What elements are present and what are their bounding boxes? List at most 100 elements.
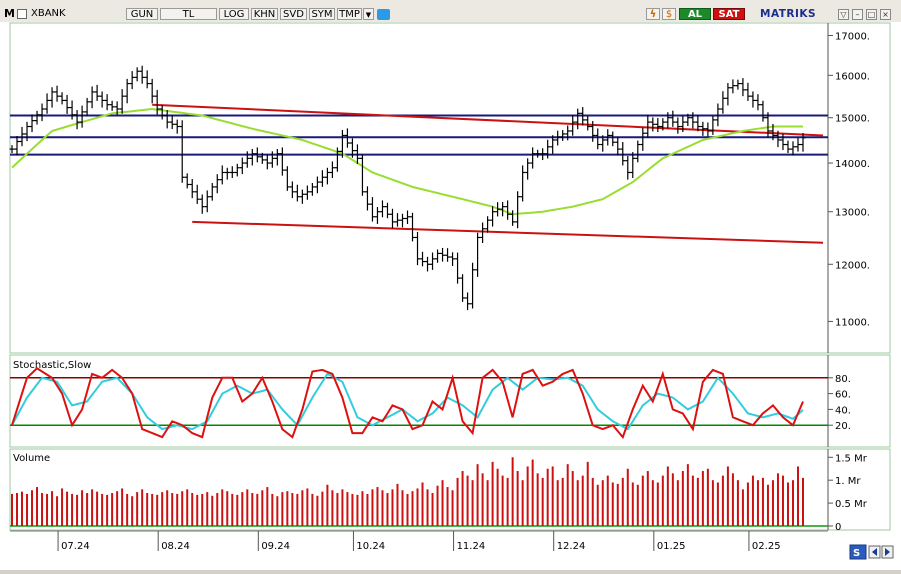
volume-bar (531, 459, 534, 526)
volume-bar (591, 477, 594, 526)
minimize-icon[interactable]: – (852, 9, 863, 20)
price-bar (585, 115, 591, 131)
mode-indicator[interactable]: M (4, 7, 15, 20)
stochastic-levels (10, 377, 828, 426)
volume-bar (231, 493, 234, 526)
currency-button[interactable]: TL (160, 8, 217, 20)
volume-bar (366, 493, 369, 526)
price-bar (515, 191, 521, 229)
price-bars (9, 65, 806, 311)
price-bar (204, 190, 210, 213)
volume-bar (776, 473, 779, 526)
chart-area[interactable]: 17000. 16000. 15000. 14000. 13000. 12000. 1100… (0, 22, 901, 570)
price-bar (645, 115, 651, 138)
price-bar (595, 128, 601, 150)
price-bar (440, 247, 446, 262)
volume-bar (31, 490, 34, 526)
khn-button[interactable]: KHN (251, 8, 278, 20)
volume-bar (526, 466, 529, 526)
volume-bar (226, 491, 229, 526)
twitter-icon[interactable] (377, 9, 390, 20)
price-bar (705, 122, 711, 137)
price-bar (129, 71, 135, 90)
volume-bar (341, 489, 344, 526)
price-bar (354, 144, 360, 164)
price-bar (209, 182, 215, 201)
volume-bar (681, 471, 684, 526)
volume-bar (741, 489, 744, 526)
price-bar (159, 105, 165, 120)
price-bar (610, 131, 616, 147)
symbol-label[interactable]: XBANK (31, 8, 66, 19)
log-scale-button[interactable]: LOG (219, 8, 249, 20)
price-bar (505, 200, 511, 220)
moving-average-line (11, 107, 803, 216)
volume-bar (81, 490, 84, 526)
volume-bar (16, 493, 19, 526)
period-button[interactable]: GUN (126, 8, 158, 20)
close-icon[interactable]: × (880, 9, 891, 20)
price-bar (359, 154, 365, 196)
volume-bar (346, 492, 349, 526)
volume-bar (86, 493, 89, 526)
volume-bar (411, 491, 414, 526)
date-tick-label: 11.24 (457, 541, 486, 552)
volume-bar (661, 475, 664, 526)
price-bar (730, 79, 736, 94)
price-bar (344, 128, 350, 148)
price-bar (410, 212, 416, 242)
price-bar (139, 65, 145, 84)
volume-bar (621, 477, 624, 526)
window-menu-icon[interactable]: ▽ (838, 9, 849, 20)
sell-button[interactable]: SAT (713, 8, 745, 20)
price-bar (720, 91, 726, 114)
volume-bar (676, 480, 679, 526)
price-tick-label: 12000. (835, 260, 870, 271)
price-bar (299, 189, 305, 204)
date-tick-label: 08.24 (161, 541, 190, 552)
volume-bars (11, 457, 804, 526)
symbol-checkbox[interactable] (17, 9, 27, 19)
sym-button[interactable]: SYM (309, 8, 335, 20)
volume-bar (781, 475, 784, 526)
volume-bar (351, 493, 354, 526)
price-bar (630, 152, 636, 179)
volume-bar (161, 492, 164, 526)
price-bar (24, 121, 30, 142)
volume-bar (441, 480, 444, 526)
price-bar (69, 100, 75, 120)
template-button[interactable]: TMP (337, 8, 362, 20)
buy-button[interactable]: AL (679, 8, 711, 20)
volume-bar (221, 489, 224, 526)
volume-bar (751, 475, 754, 526)
scroll-right-icon[interactable] (881, 545, 894, 559)
volume-bar (241, 492, 244, 526)
price-bar (134, 67, 140, 82)
price-bar (545, 139, 551, 159)
volume-bar (146, 493, 149, 526)
volume-bar (66, 491, 69, 526)
stochastic-k-line (11, 367, 804, 440)
svg-text:S: S (853, 548, 860, 559)
volume-bar (256, 493, 259, 526)
lightning-icon[interactable]: ϟ (646, 8, 660, 20)
volume-bar (511, 457, 514, 526)
scroll-sync-icon[interactable]: S (849, 544, 867, 560)
volume-bar (141, 489, 144, 526)
price-bar (54, 85, 60, 102)
volume-bar (166, 490, 169, 526)
volume-bar (626, 468, 629, 526)
scroll-left-icon[interactable] (868, 545, 881, 559)
price-bar (580, 107, 586, 126)
price-tick-label: 14000. (835, 159, 870, 170)
template-dropdown-chevron-icon[interactable]: ▼ (363, 8, 374, 20)
volume-bar (26, 493, 29, 526)
maximize-icon[interactable]: □ (866, 9, 877, 20)
volume-bar (746, 482, 749, 526)
price-bar (34, 110, 40, 125)
dollar-icon[interactable]: $ (662, 8, 676, 20)
svd-button[interactable]: SVD (280, 8, 307, 20)
stochastic-tick-label: 80. (835, 374, 851, 385)
volume-bar (606, 475, 609, 526)
price-bar (329, 161, 335, 179)
